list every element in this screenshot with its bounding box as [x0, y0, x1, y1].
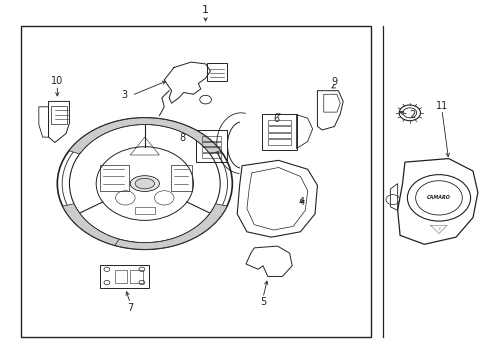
Text: 7: 7: [127, 302, 133, 312]
Text: ☓: ☓: [436, 228, 440, 233]
Text: 4: 4: [298, 197, 305, 207]
Text: 6: 6: [272, 113, 279, 123]
Text: CAMARO: CAMARO: [426, 195, 450, 201]
Text: 5: 5: [259, 297, 265, 307]
Bar: [21, 26, 370, 337]
Ellipse shape: [135, 178, 154, 189]
Text: 1: 1: [202, 5, 209, 15]
Text: 10: 10: [51, 76, 63, 86]
Text: 2: 2: [408, 110, 414, 120]
Polygon shape: [62, 204, 174, 249]
Ellipse shape: [69, 125, 220, 243]
Text: 3: 3: [121, 90, 127, 100]
Text: 11: 11: [435, 101, 447, 111]
Text: 9: 9: [331, 77, 337, 87]
Ellipse shape: [130, 176, 159, 192]
Polygon shape: [69, 118, 220, 154]
Polygon shape: [115, 204, 226, 249]
Text: 8: 8: [179, 133, 185, 143]
